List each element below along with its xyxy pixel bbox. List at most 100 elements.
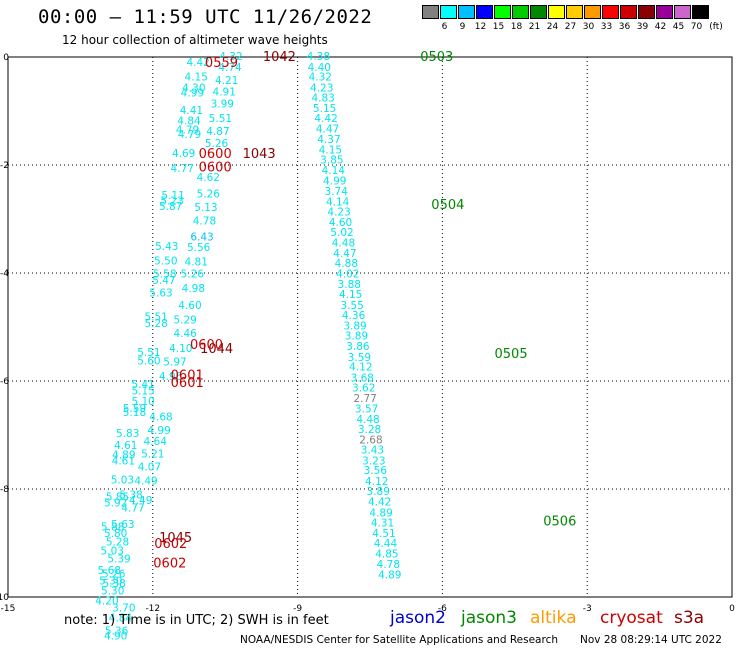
data-point-label: 4.30	[182, 82, 205, 94]
data-point-label: 4.49	[134, 475, 157, 487]
data-point-label: 4.98	[182, 283, 205, 295]
data-point-label: 5.29	[173, 315, 196, 327]
data-point-label: 4.74	[218, 62, 242, 74]
data-point-label: 3.86	[346, 341, 370, 353]
data-point-label: 4.36	[342, 310, 366, 322]
footer-timestamp: Nov 28 08:29:14 UTC 2022	[580, 634, 722, 646]
data-point-label: 2.68	[359, 434, 382, 446]
legend-label: 30	[582, 22, 595, 32]
data-point-label: 4.99	[147, 425, 170, 437]
data-point-label: 4.49	[129, 495, 152, 507]
data-point-label: 5.47	[152, 275, 175, 287]
satellite-jason2: jason2	[390, 608, 446, 628]
data-point-label: 4.15	[185, 72, 208, 84]
pass-time-label: 0600	[190, 338, 223, 353]
legend-swatch	[566, 5, 583, 19]
legend-swatch	[494, 5, 511, 19]
pass-time-label: 1045	[159, 531, 192, 546]
pass-time-label: 1042	[263, 50, 296, 65]
data-point-label: 4.42	[314, 113, 337, 125]
data-point-label: 4.31	[371, 518, 394, 530]
data-point-label: 5.26	[205, 138, 229, 150]
data-point-label: 5.21	[141, 448, 164, 460]
data-point-label: 4.38	[307, 51, 330, 63]
data-point-label: 4.02	[336, 269, 359, 281]
pass-time-label: 0601	[171, 369, 204, 384]
legend-swatch	[602, 5, 619, 19]
data-point-label: 4.84	[109, 613, 133, 625]
data-point-label: 5.59	[123, 403, 146, 415]
data-point-label: 4.47	[333, 248, 356, 260]
satellite-cryosat: cryosat	[600, 608, 663, 628]
legend-swatch	[422, 5, 439, 19]
data-point-label: 5.13	[194, 202, 217, 214]
data-point-label: 5.68	[98, 565, 121, 577]
data-point-label: 5.18	[123, 407, 146, 419]
pass-time-label: 0601	[171, 376, 204, 391]
data-point-label: 3.74	[325, 186, 349, 198]
data-point-label: 4.81	[185, 257, 208, 269]
legend-swatch	[674, 5, 691, 19]
data-point-label: 4.21	[215, 75, 238, 87]
data-point-label: 4.77	[171, 163, 194, 175]
data-point-label: 4.42	[368, 497, 391, 509]
data-point-label: 5.02	[330, 227, 353, 239]
data-point-label: 4.37	[317, 134, 340, 146]
data-point-label: 5.23	[160, 196, 183, 208]
legend-label: 39	[636, 22, 649, 32]
data-point-label: 4.91	[213, 87, 236, 99]
data-point-label: 5.26	[181, 269, 205, 281]
data-point-label: 4.79	[178, 129, 201, 141]
data-point-label: 3.23	[362, 455, 385, 467]
data-point-label: 5.15	[131, 385, 154, 397]
data-point-label: 3.55	[340, 300, 363, 312]
data-point-label: 3.70	[112, 602, 135, 614]
data-point-label: 4.15	[319, 144, 342, 156]
pass-time-label: 0602	[154, 537, 187, 552]
data-point-label: 5.63	[149, 288, 172, 300]
y-tick-label: 0	[3, 53, 9, 63]
data-point-label: 4.20	[95, 595, 118, 607]
data-point-label: 4.44	[374, 538, 398, 550]
data-point-label: 5.41	[131, 379, 154, 391]
data-point-label: 3.28	[358, 424, 381, 436]
y-tick-label: -4	[0, 269, 9, 279]
data-point-label: 5.63	[111, 519, 134, 531]
data-point-label: 5.43	[155, 241, 178, 253]
legend-label: 36	[618, 22, 631, 32]
data-point-label: 4.62	[197, 172, 220, 184]
data-point-label: 4.89	[369, 507, 392, 519]
legend-swatch	[512, 5, 529, 19]
satellite-s3a: s3a	[674, 608, 705, 628]
legend-swatch	[458, 5, 475, 19]
x-tick-label: -6	[438, 604, 447, 614]
legend-label: 33	[600, 22, 613, 32]
data-point-label: 5.30	[99, 575, 122, 587]
data-point-label: 3.57	[355, 404, 378, 416]
data-point-label: 4.84	[177, 115, 201, 127]
data-point-label: 4.32	[309, 72, 332, 84]
legend-swatch	[530, 5, 547, 19]
data-point-label: 4.48	[332, 237, 355, 249]
legend-label: 12	[474, 22, 487, 32]
data-point-label: 4.12	[349, 362, 372, 374]
data-point-label: 2.77	[353, 393, 376, 405]
data-point-label: 5.80	[104, 528, 127, 540]
data-point-label: 4.46	[173, 328, 197, 340]
data-point-label: 5.26	[197, 189, 221, 201]
data-point-label: 4.23	[327, 207, 350, 219]
data-point-label: 4.69	[172, 148, 195, 160]
legend-swatch	[584, 5, 601, 19]
data-point-label: 4.60	[178, 300, 201, 312]
satellite-jason3: jason3	[461, 608, 517, 628]
y-tick-label: -6	[0, 377, 9, 387]
data-point-label: 5.58	[153, 269, 176, 281]
pass-time-label: 0504	[431, 198, 464, 213]
data-point-label: 3.88	[338, 279, 361, 291]
legend-label: 18	[510, 22, 523, 32]
pass-time-label: 1044	[200, 342, 233, 357]
data-point-label: 4.87	[206, 126, 229, 138]
data-point-label: 4.88	[335, 258, 358, 270]
